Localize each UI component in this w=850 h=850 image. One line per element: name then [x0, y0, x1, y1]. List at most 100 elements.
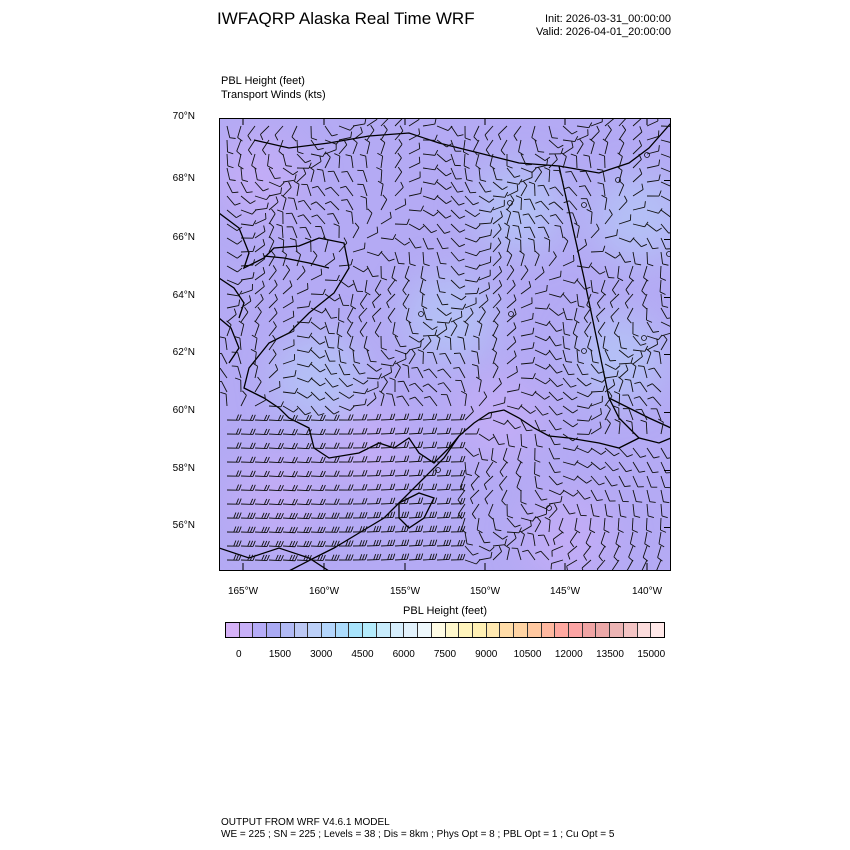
wind-barb — [338, 405, 355, 411]
wind-barb — [238, 320, 245, 337]
colorbar-box — [335, 623, 350, 637]
wind-barb — [366, 525, 382, 533]
wind-barb — [364, 138, 371, 155]
wind-barb — [310, 201, 326, 211]
wind-barb — [419, 279, 426, 296]
wind-barb — [604, 379, 616, 393]
wind-barb — [471, 364, 480, 379]
wind-barb — [461, 390, 467, 407]
footer-config: WE = 225 ; SN = 225 ; Levels = 38 ; Dis … — [221, 829, 615, 840]
wind-barb — [338, 414, 354, 421]
wind-barb — [602, 138, 609, 155]
wind-barb — [254, 540, 270, 548]
wind-barb — [506, 404, 523, 410]
wind-barb — [310, 268, 323, 281]
wind-barb — [502, 447, 509, 464]
wind-barb — [324, 498, 340, 505]
wind-barb — [610, 307, 620, 323]
wind-barb — [598, 153, 606, 169]
wind-barb — [422, 455, 438, 463]
wind-barb — [268, 250, 276, 267]
wind-barb — [352, 377, 369, 385]
wind-barb — [226, 308, 237, 323]
wind-barb — [366, 511, 382, 519]
wind-barb — [563, 200, 578, 211]
colorbar-box — [445, 623, 460, 637]
colorbar-box — [514, 623, 528, 637]
colorbar-box — [582, 623, 597, 637]
wind-barb — [520, 180, 528, 197]
colorbar-box — [568, 623, 583, 637]
wind-barb — [268, 196, 279, 211]
wind-barb — [324, 293, 340, 302]
wind-barb — [436, 307, 452, 317]
wind-barb — [282, 526, 298, 534]
wind-barb — [590, 385, 606, 393]
wind-barb — [604, 475, 618, 487]
wind-barb — [584, 321, 592, 338]
wind-barb — [506, 527, 522, 534]
wind-barb — [408, 205, 424, 212]
wind-barb — [310, 526, 326, 534]
wind-barb — [366, 363, 382, 372]
wind-barb — [492, 237, 502, 253]
wind-barb — [450, 293, 467, 301]
wind-barb — [408, 469, 424, 477]
wind-barb — [436, 279, 446, 293]
wind-barb — [380, 376, 388, 393]
pbl-patch — [574, 313, 664, 403]
wind-barb — [380, 441, 396, 449]
colorbar — [225, 622, 665, 638]
wind-barb — [311, 214, 326, 225]
wind-barb — [352, 118, 367, 127]
wind-barb — [618, 364, 629, 379]
wind-barb — [402, 363, 410, 379]
wind-barb — [506, 503, 514, 519]
wind-barb — [562, 236, 569, 253]
wind-barb — [632, 221, 649, 228]
wind-barb — [402, 279, 410, 296]
wind-barb — [646, 130, 660, 141]
wind-barb — [268, 364, 279, 379]
wind-barb — [394, 251, 405, 265]
wind-barb — [296, 405, 311, 416]
wind-barb — [226, 526, 242, 533]
wind-barb — [520, 297, 533, 309]
wind-barb — [296, 283, 309, 295]
wind-barb — [338, 259, 354, 267]
wind-barb — [537, 226, 550, 239]
wind-barb — [596, 168, 606, 183]
wind-barb — [464, 167, 473, 182]
wind-barb — [324, 307, 338, 319]
wind-barb — [352, 484, 368, 491]
wind-barb — [387, 307, 396, 324]
wind-barb — [282, 280, 293, 295]
wind-barb — [583, 545, 592, 561]
wind-barb — [484, 489, 494, 505]
wind-barb — [450, 209, 466, 219]
wind-barb — [282, 498, 298, 506]
wind-barb — [338, 554, 354, 561]
wind-barb — [268, 498, 284, 506]
wind-barb — [379, 390, 385, 407]
wind-barb — [609, 293, 620, 308]
wind-barb — [324, 377, 339, 388]
wind-barb — [333, 223, 340, 239]
wind-barb — [630, 362, 637, 379]
wind-barb — [334, 153, 341, 169]
wind-barb — [562, 433, 579, 442]
wind-barb — [226, 181, 239, 194]
wind-barb — [548, 139, 564, 149]
wind-barb — [598, 545, 606, 562]
wind-barb — [254, 167, 264, 182]
wind-barb — [520, 281, 532, 295]
wind-barb — [660, 503, 668, 519]
wind-barb — [478, 167, 487, 182]
wind-barb — [338, 363, 351, 376]
wind-barb — [618, 376, 624, 393]
wind-barb — [268, 334, 277, 351]
wind-barb — [324, 512, 340, 519]
wind-barb — [650, 408, 662, 421]
wind-barb — [590, 377, 607, 383]
wind-barb — [324, 526, 340, 533]
